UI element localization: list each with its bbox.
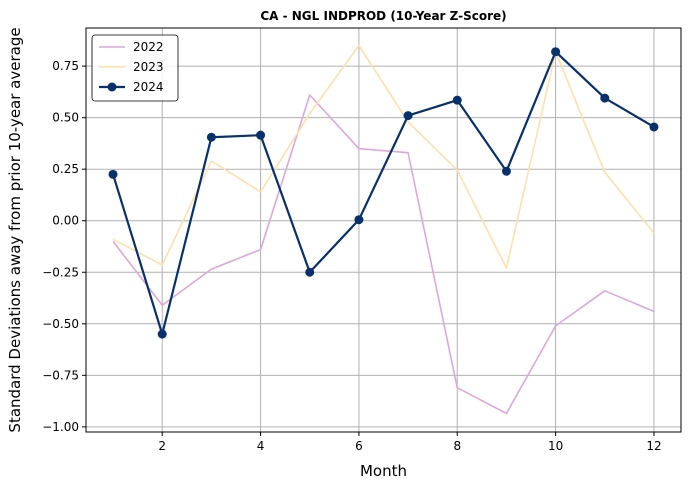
y-tick-label: −0.75 (42, 368, 79, 382)
data-point-2024 (452, 95, 462, 105)
chart-title: CA - NGL INDPROD (10-Year Z-Score) (260, 9, 506, 23)
y-tick-label: −1.00 (42, 420, 79, 434)
x-tick-label: 10 (548, 439, 563, 453)
x-tick-label: 8 (453, 439, 461, 453)
data-point-2024 (600, 93, 610, 103)
legend: 2022 2023 2024 (91, 34, 179, 102)
x-tick-label: 2 (158, 439, 166, 453)
data-point-2024 (501, 166, 511, 176)
x-tick-label: 12 (646, 439, 661, 453)
series-line-2024 (111, 50, 655, 336)
legend-label-2023: 2023 (133, 60, 164, 74)
data-point-2024 (305, 267, 315, 277)
y-tick-label: 0.25 (52, 162, 79, 176)
y-tick-label: −0.25 (42, 265, 79, 279)
data-point-2024 (206, 132, 216, 142)
legend-label-2022: 2022 (133, 40, 164, 54)
series-layer (108, 44, 659, 415)
plot-frame (85, 27, 682, 433)
x-axis-label: Month (360, 462, 407, 480)
y-tick-label: 0.50 (52, 111, 79, 125)
data-point-2024 (108, 169, 118, 179)
y-axis-label: Standard Deviations away from prior 10-y… (6, 27, 24, 432)
y-tick-label: 0.00 (52, 214, 79, 228)
series-line-2022 (112, 94, 655, 415)
x-tick-label: 4 (257, 439, 265, 453)
data-point-2024 (354, 215, 364, 225)
y-tick-label: −0.50 (42, 317, 79, 331)
data-point-2024 (256, 130, 266, 140)
ticks: 2 4 6 8 10 12 −1.00 −0.75 −0.50 −0.25 0.00 0.25 0.50… (42, 59, 661, 453)
data-point-2024 (551, 47, 561, 57)
legend-label-2024: 2024 (133, 80, 164, 94)
legend-marker-2024 (107, 82, 117, 92)
data-point-2024 (157, 329, 167, 339)
data-point-2024 (403, 111, 413, 121)
x-tick-label: 6 (355, 439, 363, 453)
data-point-2024 (649, 122, 659, 132)
grid (86, 28, 681, 432)
series-line-2023 (112, 44, 655, 269)
y-tick-label: 0.75 (52, 59, 79, 73)
